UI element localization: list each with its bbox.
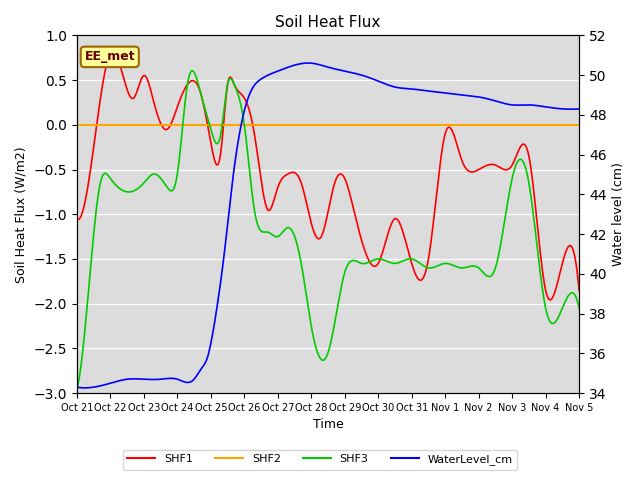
WaterLevel_cm: [125, 376, 132, 382]
Line: WaterLevel_cm: WaterLevel_cm: [77, 63, 579, 388]
SHF3: [276, 232, 284, 238]
SHF2: [276, 122, 284, 128]
SHF2: [575, 122, 583, 128]
Legend: SHF1, SHF2, SHF3, WaterLevel_cm: SHF1, SHF2, SHF3, WaterLevel_cm: [123, 450, 517, 469]
SHF2: [465, 122, 472, 128]
SHF3: [124, 189, 132, 195]
SHF2: [124, 122, 132, 128]
SHF2: [418, 122, 426, 128]
SHF3: [295, 248, 303, 253]
Text: EE_met: EE_met: [84, 50, 135, 63]
WaterLevel_cm: [466, 93, 474, 98]
SHF3: [73, 386, 81, 392]
Y-axis label: Soil Heat Flux (W/m2): Soil Heat Flux (W/m2): [15, 146, 28, 283]
WaterLevel_cm: [295, 61, 303, 67]
SHF1: [419, 276, 426, 282]
WaterLevel_cm: [81, 385, 89, 391]
SHF2: [474, 122, 481, 128]
SHF1: [546, 297, 554, 303]
SHF1: [474, 167, 482, 173]
SHF1: [276, 178, 284, 184]
SHF2: [73, 122, 81, 128]
SHF1: [465, 168, 473, 174]
WaterLevel_cm: [419, 87, 427, 93]
Line: SHF3: SHF3: [77, 71, 579, 389]
SHF2: [294, 122, 302, 128]
SHF3: [188, 68, 196, 73]
SHF1: [73, 216, 81, 222]
WaterLevel_cm: [475, 94, 483, 100]
WaterLevel_cm: [575, 106, 583, 112]
SHF3: [419, 262, 426, 268]
WaterLevel_cm: [73, 384, 81, 390]
SHF1: [295, 174, 303, 180]
Line: SHF1: SHF1: [77, 51, 579, 300]
SHF1: [575, 288, 583, 293]
SHF3: [575, 305, 583, 311]
X-axis label: Time: Time: [312, 419, 344, 432]
WaterLevel_cm: [276, 67, 284, 73]
SHF3: [474, 264, 482, 270]
Title: Soil Heat Flux: Soil Heat Flux: [275, 15, 381, 30]
Y-axis label: Water level (cm): Water level (cm): [612, 162, 625, 266]
SHF1: [109, 48, 116, 54]
SHF1: [125, 91, 132, 96]
WaterLevel_cm: [304, 60, 312, 66]
SHF3: [465, 264, 473, 269]
